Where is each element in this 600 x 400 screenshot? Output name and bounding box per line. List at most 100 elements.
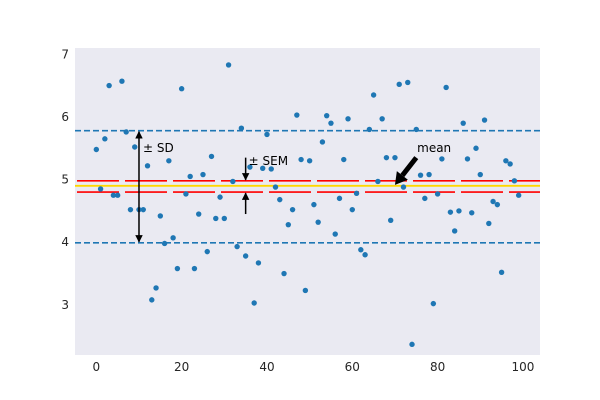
mean-arrow-shaft [400,156,419,177]
data-point [481,117,488,123]
data-point [251,300,257,306]
data-point [490,198,496,205]
annotations: ± SD ± SEM mean [135,130,451,243]
data-point [114,192,121,198]
y-tick-label: 6 [61,110,69,124]
data-point [93,146,100,153]
data-point [422,195,428,202]
data-point [187,173,193,180]
sd-label: ± SD [143,141,174,155]
data-point [285,221,292,228]
x-tick-label: 40 [259,360,274,374]
data-point [132,144,138,150]
sem-label: ± SEM [249,154,288,168]
data-point [208,153,215,160]
data-point [443,84,449,91]
data-point [119,78,125,84]
data-point [434,191,441,197]
data-point [323,112,330,119]
data-point [123,129,129,135]
y-tick-label: 7 [61,47,69,61]
data-point [469,210,475,216]
data-point [387,217,394,223]
data-point [370,92,377,98]
data-point [439,156,445,162]
data-point [477,171,483,178]
mean-arrowhead [394,171,408,185]
data-point [515,192,522,198]
data-point [247,164,253,170]
data-point [358,247,364,253]
data-point [306,158,313,164]
data-point [289,206,296,213]
data-point [349,206,355,213]
data-point [102,136,108,142]
data-point [486,220,492,227]
data-point [255,260,262,266]
data-point [400,184,407,190]
mean-label: mean [417,141,451,155]
x-tick-label: 60 [345,360,360,374]
data-point [503,158,509,164]
data-points [93,62,522,348]
data-point [464,156,471,162]
data-point [277,196,283,203]
data-point [426,171,432,178]
y-tick-label: 4 [61,235,69,249]
data-point [456,208,462,214]
data-point [157,213,164,219]
data-point [166,158,172,164]
x-tick-label: 0 [93,360,101,374]
data-point [230,178,236,185]
data-point [353,190,360,197]
data-point [413,126,419,133]
data-point [383,154,390,161]
data-point [242,253,249,259]
data-point [341,156,347,163]
data-point [238,125,245,131]
data-point [196,211,202,217]
data-point [149,297,155,303]
data-point [183,191,189,197]
data-point [375,178,381,185]
data-point [366,126,373,133]
data-point [345,116,351,122]
x-tick-label: 80 [430,360,445,374]
data-point [511,178,518,184]
data-point [174,265,181,272]
data-point [315,219,321,225]
data-point [362,252,368,258]
data-point [97,186,104,192]
data-point [144,163,151,169]
data-point [153,285,159,291]
data-point [319,139,326,145]
data-point [221,215,228,222]
data-point [161,240,168,247]
data-point [225,62,232,68]
data-point [127,206,134,213]
data-point [272,184,279,190]
y-tick-label: 3 [61,298,69,312]
data-point [294,112,300,118]
plot-background [75,48,540,355]
data-point [311,201,317,208]
data-point [392,154,398,161]
data-point [379,116,385,122]
data-point [396,81,402,88]
data-point [140,206,146,213]
x-axis-ticks: 0 20 40 60 80 100 [93,360,535,374]
data-point [494,201,501,208]
data-point [170,235,176,241]
data-point [264,131,270,138]
data-point [417,172,424,178]
reference-lines [75,129,540,244]
data-point [447,209,454,215]
data-point [106,82,112,89]
data-point [451,228,458,234]
data-point [409,341,415,348]
data-point [473,145,479,151]
data-point [302,287,309,294]
data-point [217,194,223,200]
data-point [332,231,338,237]
